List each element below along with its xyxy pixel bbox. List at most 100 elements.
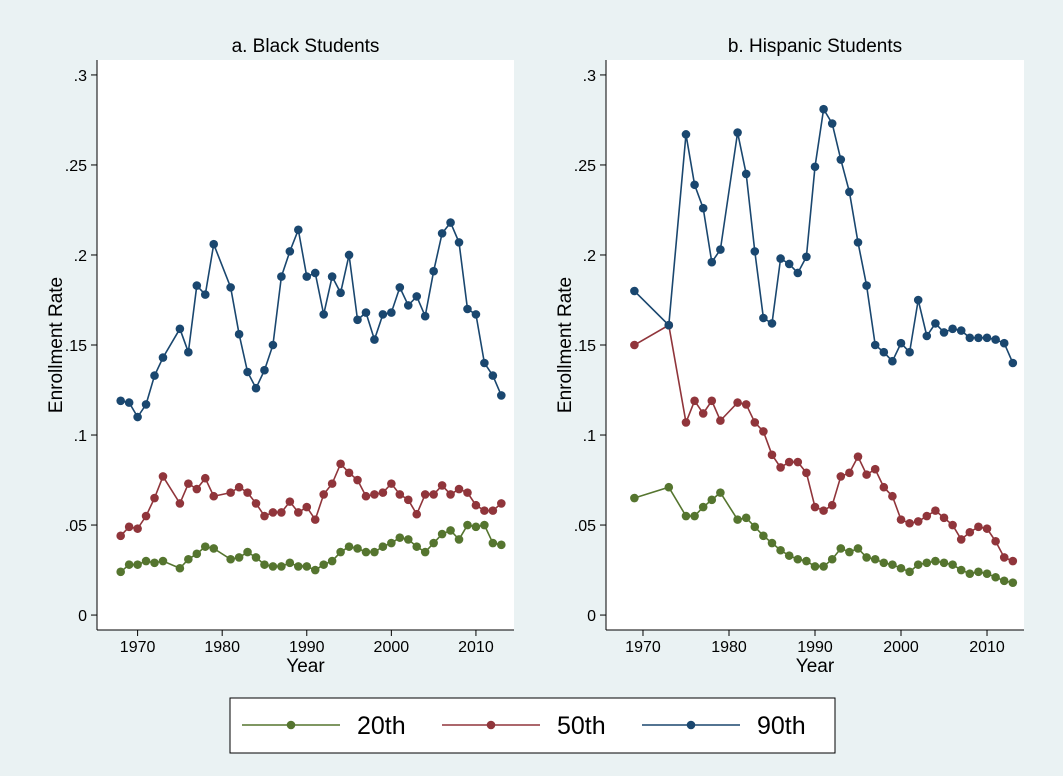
data-point: [420, 547, 430, 557]
data-point: [446, 526, 455, 535]
data-point: [974, 333, 983, 343]
data-point: [294, 508, 303, 517]
data-point: [480, 506, 489, 515]
data-point: [395, 533, 405, 542]
data-point: [810, 502, 820, 512]
data-point: [664, 482, 674, 492]
data-point: [888, 356, 897, 366]
data-point: [446, 218, 455, 227]
data-point: [361, 547, 371, 557]
data-point: [184, 479, 193, 488]
y-tick-label: .3: [583, 68, 596, 85]
data-point: [370, 490, 379, 499]
data-point: [471, 522, 481, 532]
data-point: [767, 319, 777, 328]
data-point: [948, 324, 957, 334]
data-point: [982, 524, 992, 533]
data-point: [922, 511, 932, 521]
y-tick-label: .15: [574, 338, 596, 355]
data-point: [387, 308, 396, 317]
data-point: [243, 488, 252, 497]
data-point: [741, 513, 751, 523]
data-point: [353, 475, 362, 485]
data-point: [387, 479, 396, 488]
data-point: [243, 367, 252, 377]
data-point: [234, 553, 244, 562]
x-tick-label: 2000: [883, 639, 919, 656]
data-point: [294, 225, 303, 235]
data-point: [793, 268, 803, 278]
data-point: [922, 331, 932, 341]
y-tick-label: .15: [65, 338, 87, 355]
data-point: [913, 295, 923, 305]
series-line: [120, 221, 503, 419]
data-point: [991, 536, 1000, 546]
data-point: [664, 320, 674, 330]
data-point: [948, 520, 957, 530]
data-point: [888, 560, 897, 569]
y-tick-label: 0: [78, 608, 87, 625]
data-point: [956, 326, 966, 335]
data-point: [733, 515, 742, 524]
data-point: [836, 472, 846, 481]
data-point: [497, 540, 506, 550]
data-point: [759, 313, 768, 323]
data-point: [750, 247, 760, 256]
x-tick-label: 2000: [374, 639, 410, 656]
data-point: [454, 535, 464, 544]
data-point: [767, 538, 777, 548]
data-point: [370, 547, 379, 557]
data-point: [698, 409, 708, 418]
data-point: [336, 288, 345, 298]
data-point: [896, 338, 906, 348]
data-point: [141, 511, 151, 521]
data-point: [378, 310, 388, 319]
data-point: [879, 558, 889, 568]
data-point: [243, 547, 252, 557]
data-point: [463, 304, 472, 314]
y-tick-label: .05: [574, 518, 596, 535]
data-point: [982, 333, 992, 343]
y-tick-label: 0: [587, 608, 596, 625]
data-point: [226, 488, 235, 497]
y-tick-label: .3: [74, 68, 87, 85]
data-point: [681, 511, 691, 521]
data-point: [845, 187, 854, 197]
legend-label: 90th: [757, 712, 806, 740]
data-point: [879, 482, 889, 492]
data-point: [133, 412, 142, 422]
x-axis-title: Year: [796, 656, 835, 677]
data-point: [888, 491, 897, 501]
data-point: [819, 506, 828, 515]
data-point: [226, 283, 235, 292]
data-point: [931, 556, 940, 566]
data-point: [327, 556, 337, 566]
data-point: [819, 104, 828, 114]
y-tick-label: .25: [574, 158, 596, 175]
data-point: [234, 329, 244, 339]
data-point: [802, 252, 811, 262]
data-point: [690, 180, 699, 190]
data-point: [260, 365, 269, 375]
x-tick-label: 1970: [625, 639, 661, 656]
data-point: [463, 520, 472, 530]
legend-marker: [286, 720, 296, 730]
data-point: [931, 319, 940, 328]
data-point: [698, 203, 708, 213]
data-point: [192, 549, 202, 559]
panel-title: b. Hispanic Students: [728, 36, 902, 57]
data-point: [845, 547, 854, 557]
data-point: [707, 396, 717, 406]
data-point: [412, 292, 422, 301]
data-point: [184, 347, 193, 357]
data-point: [488, 538, 498, 548]
data-point: [1008, 358, 1018, 368]
data-point: [913, 517, 923, 526]
data-point: [319, 310, 328, 319]
data-point: [991, 335, 1000, 344]
data-point: [124, 560, 134, 569]
data-point: [370, 335, 379, 344]
data-point: [251, 383, 261, 393]
series-line: [633, 323, 1014, 562]
data-point: [862, 281, 871, 290]
